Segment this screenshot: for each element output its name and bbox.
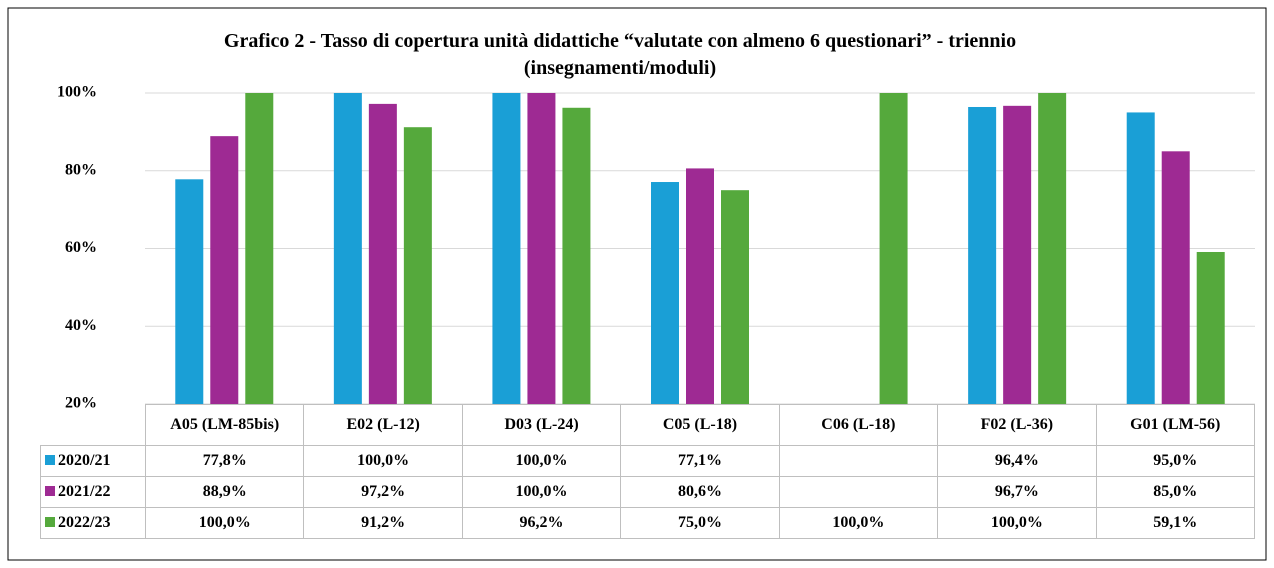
y-tick-label: 80% — [65, 161, 97, 178]
data-table: A05 (LM-85bis) E02 (L-12) D03 (L-24) C05 (L… — [40, 404, 1256, 539]
y-tick-label: 40% — [65, 317, 97, 334]
bar — [492, 93, 521, 404]
bar — [368, 103, 397, 404]
bar — [210, 136, 239, 404]
legend-label: 2021/22 — [58, 483, 111, 500]
bar — [403, 127, 432, 405]
legend-label: 2022/23 — [58, 514, 111, 531]
category-label: F02 (L-36) — [937, 404, 1097, 446]
category-label: C06 (L-18) — [778, 404, 939, 446]
category-label: G01 (LM-56) — [1095, 404, 1256, 446]
category-label: E02 (L-12) — [303, 404, 463, 446]
data-label: 77,8% — [144, 445, 305, 477]
data-label: 100,0% — [144, 507, 305, 539]
data-label: 88,9% — [144, 476, 305, 508]
data-label — [778, 445, 939, 477]
table-row: 2020/21 77,8% 100,0% 100,0% 77,1% 96,4% 95,0% — [40, 445, 1256, 477]
bar — [1038, 93, 1067, 404]
data-label: 91,2% — [303, 507, 463, 539]
data-label: 96,2% — [461, 507, 622, 539]
category-label: D03 (L-24) — [461, 404, 622, 446]
data-label: 75,0% — [620, 507, 780, 539]
data-label: 59,1% — [1095, 507, 1256, 539]
bar — [879, 93, 908, 404]
chart-title: Grafico 2 - Tasso di copertura unità did… — [223, 30, 1017, 79]
bar — [245, 93, 274, 404]
bar — [686, 168, 714, 404]
table-corner — [41, 405, 146, 446]
bar — [1003, 105, 1032, 405]
bar — [968, 106, 997, 405]
data-label: 80,6% — [620, 476, 780, 508]
data-label: 100,0% — [937, 507, 1097, 539]
bar — [562, 107, 591, 405]
data-label: 85,0% — [1095, 476, 1256, 508]
bar — [333, 93, 362, 404]
y-tick-label: 100% — [57, 84, 97, 101]
data-label: 100,0% — [461, 445, 622, 477]
bar — [1196, 251, 1225, 404]
chart-border — [7, 7, 1267, 561]
legend-entry: 2020/21 — [40, 445, 146, 477]
data-label: 97,2% — [303, 476, 463, 508]
legend-entry: 2022/23 — [40, 507, 146, 539]
bar — [651, 182, 679, 404]
table-row: 2022/23 100,0% 91,2% 96,2% 75,0% 100,0% 100,0%… — [40, 507, 1256, 539]
bar — [175, 179, 204, 404]
table-row: 2021/22 88,9% 97,2% 100,0% 80,6% 96,7% 85,0% — [40, 476, 1256, 508]
data-label: 96,4% — [937, 445, 1097, 477]
data-label: 95,0% — [1095, 445, 1256, 477]
data-label: 100,0% — [303, 445, 463, 477]
legend-swatch — [45, 486, 55, 496]
legend-swatch — [45, 517, 55, 527]
data-label: 100,0% — [778, 507, 939, 539]
category-label: A05 (LM-85bis) — [144, 404, 305, 446]
bar — [527, 93, 556, 404]
y-tick-label: 20% — [65, 395, 97, 412]
legend-entry: 2021/22 — [40, 476, 146, 508]
y-tick-label: 60% — [65, 239, 97, 256]
bar — [1161, 151, 1190, 404]
legend-label: 2020/21 — [58, 452, 111, 469]
data-label: 100,0% — [461, 476, 622, 508]
legend-swatch — [45, 455, 55, 465]
data-label: 77,1% — [620, 445, 780, 477]
data-label — [778, 476, 939, 508]
bar — [1126, 112, 1155, 404]
category-label: C05 (L-18) — [620, 404, 780, 446]
bar — [721, 190, 749, 404]
table-header-row: A05 (LM-85bis) E02 (L-12) D03 (L-24) C05 (L… — [41, 404, 1256, 446]
data-label: 96,7% — [937, 476, 1097, 508]
